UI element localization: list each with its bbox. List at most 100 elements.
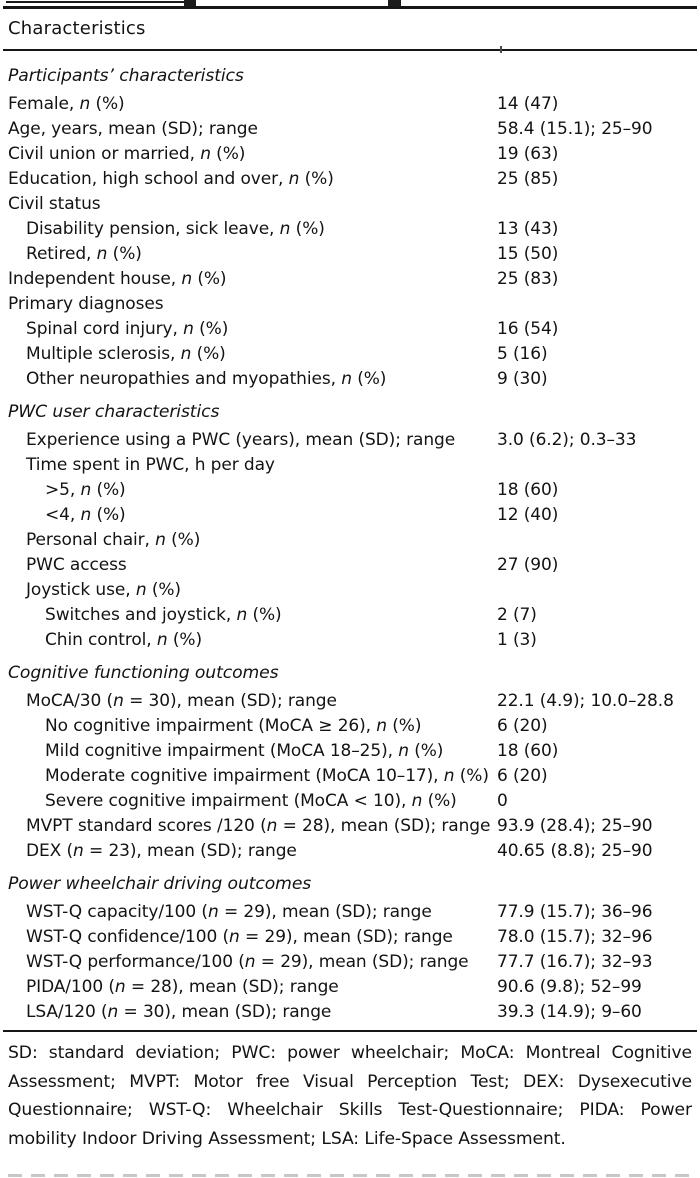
table-row: Mild cognitive impairment (MoCA 18–25), … <box>0 739 700 764</box>
table-row: Disability pension, sick leave, n (%) 13 … <box>0 217 700 242</box>
row-label: Civil status <box>8 194 101 214</box>
table-row: PWC access 27 (90) <box>0 553 700 578</box>
row-value: 77.9 (15.7); 36–96 <box>497 902 653 922</box>
row-label: No cognitive impairment (MoCA ≥ 26), n (… <box>45 716 422 736</box>
cropped-caption-fragment <box>0 0 700 6</box>
row-label: Education, high school and over, n (%) <box>8 169 334 189</box>
row-value: 93.9 (28.4); 25–90 <box>497 816 653 836</box>
table-row: Female, n (%) 14 (47) <box>0 92 700 117</box>
row-label: >5, n (%) <box>45 480 126 500</box>
row-value: 15 (50) <box>497 244 559 264</box>
table-row: Primary diagnoses <box>0 292 700 317</box>
table-row: Chin control, n (%) 1 (3) <box>0 628 700 653</box>
row-value: 18 (60) <box>497 480 559 500</box>
row-value: 77.7 (16.7); 32–93 <box>497 952 653 972</box>
row-label: Personal chair, n (%) <box>26 530 201 550</box>
row-value: 78.0 (15.7); 32–96 <box>497 927 653 947</box>
table-row: WST-Q performance/100 (n = 29), mean (SD… <box>0 950 700 975</box>
row-label: Primary diagnoses <box>8 294 164 314</box>
table-row: Spinal cord injury, n (%) 16 (54) <box>0 317 700 342</box>
table-footnote: SD: standard deviation; PWC: power wheel… <box>8 1043 692 1149</box>
row-label: Experience using a PWC (years), mean (SD… <box>26 430 456 450</box>
row-value: 18 (60) <box>497 741 559 761</box>
row-value: 25 (83) <box>497 269 559 289</box>
row-value: 1 (3) <box>497 630 537 650</box>
row-label: Retired, n (%) <box>26 244 142 264</box>
row-value: 13 (43) <box>497 219 559 239</box>
row-label: <4, n (%) <box>45 505 126 525</box>
table-row: Multiple sclerosis, n (%) 5 (16) <box>0 342 700 367</box>
footnote-divider-rule <box>3 1030 697 1032</box>
table-row: Severe cognitive impairment (MoCA < 10),… <box>0 789 700 814</box>
row-value: 16 (54) <box>497 319 559 339</box>
table-row: DEX (n = 23), mean (SD); range 40.65 (8.8… <box>0 839 700 864</box>
table-row: MVPT standard scores /120 (n = 28), mean… <box>0 814 700 839</box>
table-row: WST-Q capacity/100 (n = 29), mean (SD); … <box>0 900 700 925</box>
row-value: 27 (90) <box>497 555 559 575</box>
table-row: <4, n (%) 12 (40) <box>0 503 700 528</box>
row-label: Mild cognitive impairment (MoCA 18–25), … <box>45 741 444 761</box>
row-value: 14 (47) <box>497 94 559 114</box>
row-label: MoCA/30 (n = 30), mean (SD); range <box>26 691 337 711</box>
table-row: Switches and joystick, n (%) 2 (7) <box>0 603 700 628</box>
header-divider-rule <box>3 49 697 51</box>
section-header: Power wheelchair driving outcomes <box>8 874 312 894</box>
row-value: 12 (40) <box>497 505 559 525</box>
table-row: Time spent in PWC, h per day <box>0 453 700 478</box>
row-label: PWC access <box>26 555 127 575</box>
section-header: Participants’ characteristics <box>8 66 244 86</box>
row-value: 25 (85) <box>497 169 559 189</box>
row-value: 22.1 (4.9); 10.0–28.8 <box>497 691 674 711</box>
row-value: 3.0 (6.2); 0.3–33 <box>497 430 637 450</box>
row-label: WST-Q capacity/100 (n = 29), mean (SD); … <box>26 902 432 922</box>
table-row: Independent house, n (%) 25 (83) <box>0 267 700 292</box>
table-row: Age, years, mean (SD); range 58.4 (15.1);… <box>0 117 700 142</box>
row-label: Severe cognitive impairment (MoCA < 10),… <box>45 791 457 811</box>
row-value: 6 (20) <box>497 716 548 736</box>
row-value: 40.65 (8.8); 25–90 <box>497 841 653 861</box>
row-label: LSA/120 (n = 30), mean (SD); range <box>26 1002 332 1022</box>
row-label: Multiple sclerosis, n (%) <box>26 344 226 364</box>
table-top-rule <box>3 6 697 9</box>
row-label: Independent house, n (%) <box>8 269 227 289</box>
column-tick-mark <box>500 46 502 53</box>
table-row: PIDA/100 (n = 28), mean (SD); range 90.6 … <box>0 975 700 1000</box>
row-label: Spinal cord injury, n (%) <box>26 319 229 339</box>
table-row: Other neuropathies and myopathies, n (%)… <box>0 367 700 392</box>
table-row: >5, n (%) 18 (60) <box>0 478 700 503</box>
row-value: 90.6 (9.8); 52–99 <box>497 977 642 997</box>
table-row: WST-Q confidence/100 (n = 29), mean (SD)… <box>0 925 700 950</box>
cropped-next-line-fragment <box>8 1174 690 1177</box>
row-value: 9 (30) <box>497 369 548 389</box>
table-row: Retired, n (%) 15 (50) <box>0 242 700 267</box>
row-label: Disability pension, sick leave, n (%) <box>26 219 325 239</box>
row-value: 19 (63) <box>497 144 559 164</box>
table-row: Experience using a PWC (years), mean (SD… <box>0 428 700 453</box>
table-header: Characteristics <box>8 18 146 39</box>
row-label: Moderate cognitive impairment (MoCA 10–1… <box>45 766 489 786</box>
row-value: 6 (20) <box>497 766 548 786</box>
row-label: WST-Q confidence/100 (n = 29), mean (SD)… <box>26 927 453 947</box>
section-header: Cognitive functioning outcomes <box>8 663 279 683</box>
section-header: PWC user characteristics <box>8 402 220 422</box>
table-row: Civil status <box>0 192 700 217</box>
row-label: Female, n (%) <box>8 94 125 114</box>
row-label: MVPT standard scores /120 (n = 28), mean… <box>26 816 491 836</box>
row-label: WST-Q performance/100 (n = 29), mean (SD… <box>26 952 469 972</box>
row-label: PIDA/100 (n = 28), mean (SD); range <box>26 977 339 997</box>
row-value: 0 <box>497 791 508 811</box>
row-label: Joystick use, n (%) <box>26 580 181 600</box>
row-value: 2 (7) <box>497 605 537 625</box>
table-row: Education, high school and over, n (%) 25… <box>0 167 700 192</box>
table-row: Personal chair, n (%) <box>0 528 700 553</box>
row-label: Chin control, n (%) <box>45 630 202 650</box>
row-value: 5 (16) <box>497 344 548 364</box>
row-label: DEX (n = 23), mean (SD); range <box>26 841 297 861</box>
row-label: Time spent in PWC, h per day <box>26 455 275 475</box>
row-value: 58.4 (15.1); 25–90 <box>497 119 653 139</box>
row-label: Other neuropathies and myopathies, n (%) <box>26 369 387 389</box>
table-row: Moderate cognitive impairment (MoCA 10–1… <box>0 764 700 789</box>
table-body: Participants’ characteristics Female, n (… <box>0 51 700 1030</box>
row-label: Age, years, mean (SD); range <box>8 119 258 139</box>
